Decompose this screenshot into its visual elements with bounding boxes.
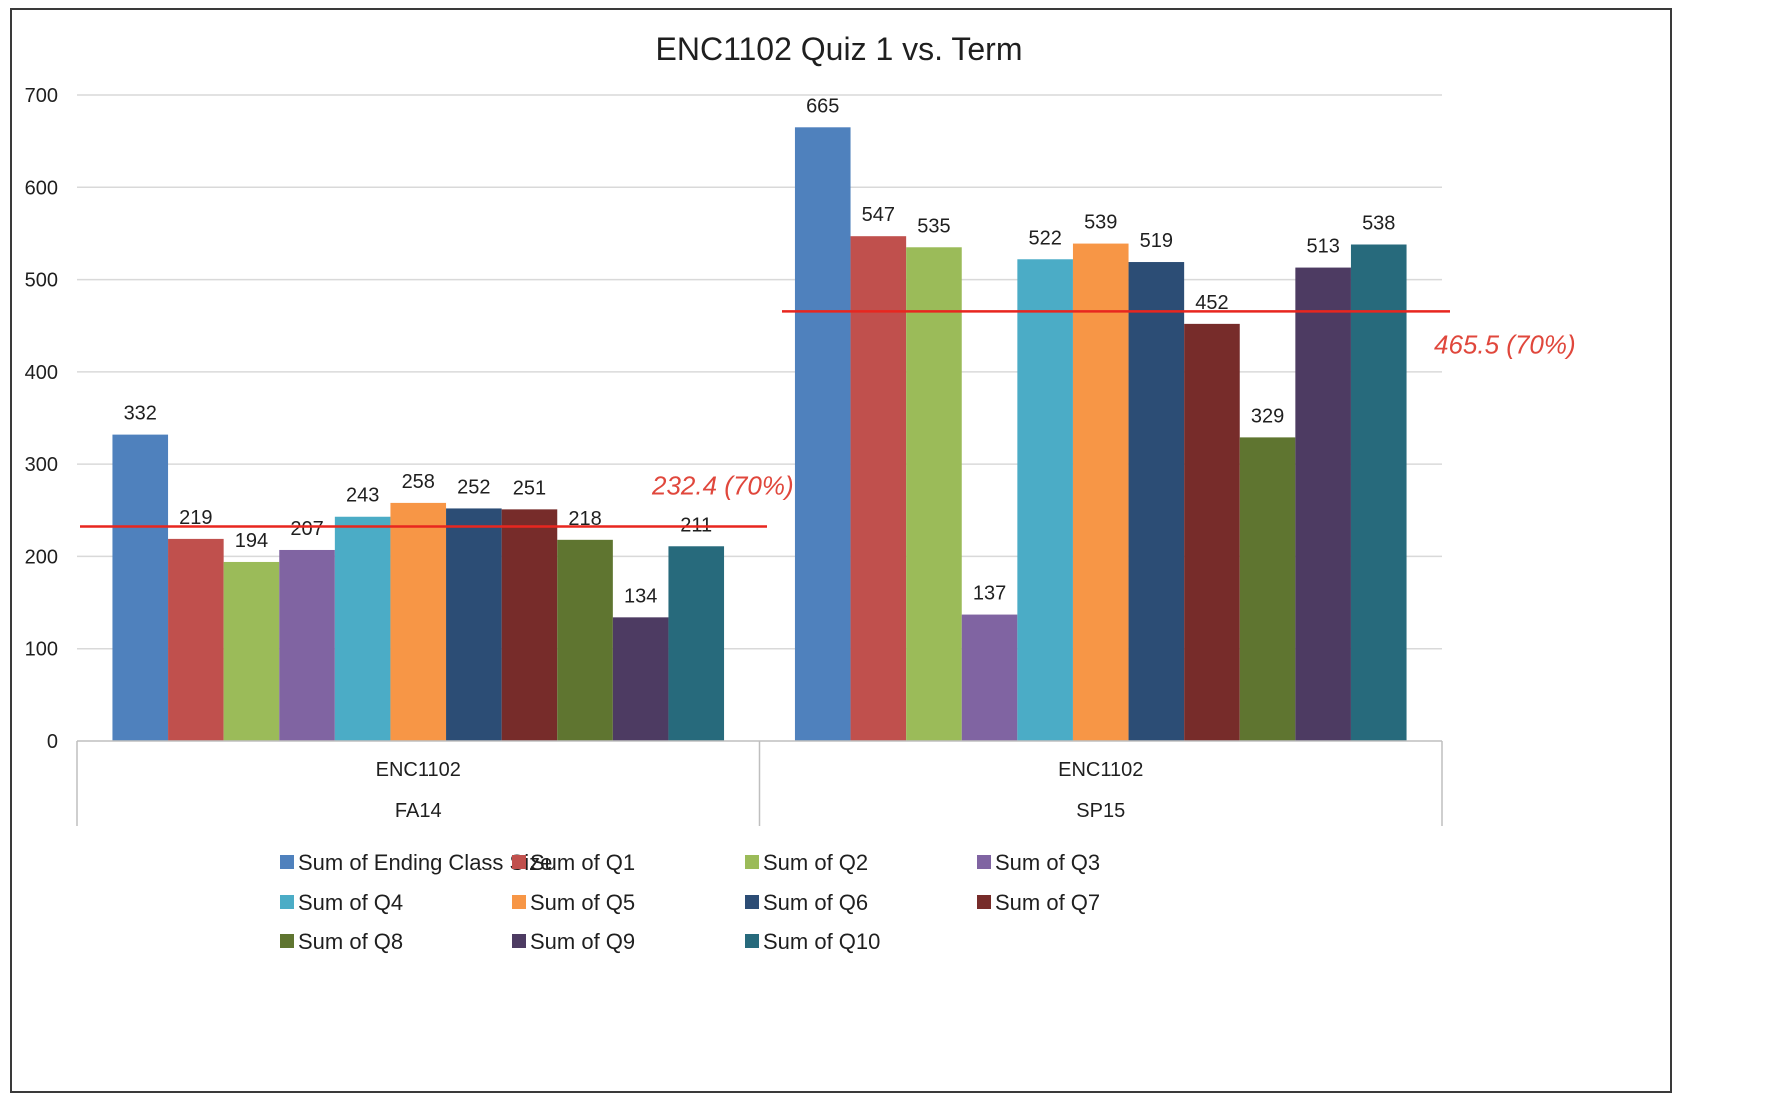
legend-entry: Sum of Ending Class Size <box>298 850 552 875</box>
data-label: 535 <box>917 215 950 237</box>
legend-swatch <box>512 895 526 909</box>
chart-frame: ENC1102 Quiz 1 vs. Term 0 100 200 300 400 500… <box>10 8 1672 1093</box>
data-label: 519 <box>1140 230 1173 252</box>
bar <box>1072 243 1129 741</box>
bar <box>1295 267 1351 741</box>
reference-label: 465.5 (70%) <box>1434 329 1576 359</box>
bar-chart: ENC1102 Quiz 1 vs. Term 0 100 200 300 400 500… <box>25 31 1576 954</box>
data-label: 211 <box>680 514 712 536</box>
legend-entry: Sum of Q7 <box>995 890 1100 915</box>
data-label: 243 <box>346 485 379 507</box>
y-tick-label: 400 <box>25 362 58 384</box>
data-label: 522 <box>1028 227 1061 249</box>
legend-swatch <box>745 855 759 869</box>
legend-entry: Sum of Q3 <box>995 850 1100 875</box>
reference-lines: 232.4 (70%) 465.5 (70%) <box>80 310 1576 528</box>
data-label: 665 <box>806 95 839 117</box>
bar <box>1239 437 1296 741</box>
bar <box>223 561 280 741</box>
bars <box>112 127 1407 742</box>
legend-swatch <box>745 934 759 948</box>
data-label: 538 <box>1362 213 1395 235</box>
bar <box>668 546 725 741</box>
bar <box>1184 323 1240 741</box>
data-label: 332 <box>124 403 157 425</box>
data-label: 251 <box>513 477 546 499</box>
legend-entry: Sum of Q8 <box>298 929 403 954</box>
data-label: 207 <box>290 518 323 540</box>
y-tick-label: 200 <box>25 546 58 568</box>
legend-swatch <box>977 895 991 909</box>
category-label-term: FA14 <box>395 800 442 822</box>
category-label-course: ENC1102 <box>376 759 461 781</box>
gridlines: 0 100 200 300 400 500 600 700 <box>25 85 1442 753</box>
legend-entry: Sum of Q2 <box>763 850 868 875</box>
legend-entry: Sum of Q10 <box>763 929 880 954</box>
data-label: 219 <box>179 507 212 529</box>
y-tick-label: 600 <box>25 177 58 199</box>
data-label: 218 <box>568 508 601 530</box>
data-label: 134 <box>624 585 657 607</box>
bar <box>906 247 962 741</box>
chart-title: ENC1102 Quiz 1 vs. Term <box>656 31 1023 67</box>
category-label-term: SP15 <box>1076 800 1125 822</box>
bar <box>334 516 391 741</box>
bar <box>961 614 1018 741</box>
legend-swatch <box>977 855 991 869</box>
bar <box>390 502 447 741</box>
bar <box>557 539 613 741</box>
y-tick-label: 0 <box>47 731 58 753</box>
data-label: 329 <box>1251 405 1284 427</box>
data-label: 513 <box>1306 236 1339 258</box>
legend-entry: Sum of Q5 <box>530 890 635 915</box>
legend-swatch <box>512 934 526 948</box>
bar <box>279 549 335 741</box>
bar <box>446 508 502 741</box>
bar <box>1350 244 1407 741</box>
bar <box>501 509 558 741</box>
legend-entry: Sum of Q6 <box>763 890 868 915</box>
legend-entry: Sum of Q9 <box>530 929 635 954</box>
data-label: 547 <box>862 204 895 226</box>
data-labels: 332 219 194 207 243 258 252 251 218 134 211 665 547 5… <box>124 95 1396 607</box>
bar <box>112 434 169 741</box>
y-tick-label: 300 <box>25 454 58 476</box>
data-label: 258 <box>402 471 435 493</box>
bar <box>1017 259 1073 741</box>
y-tick-label: 100 <box>25 639 58 661</box>
legend-entry: Sum of Q1 <box>530 850 635 875</box>
legend-swatch <box>745 895 759 909</box>
bar <box>1128 262 1185 741</box>
data-label: 452 <box>1195 292 1228 314</box>
y-tick-label: 700 <box>25 85 58 107</box>
bar <box>168 538 224 741</box>
data-label: 252 <box>457 476 490 498</box>
y-tick-label: 500 <box>25 270 58 292</box>
data-label: 137 <box>973 583 1006 605</box>
category-label-course: ENC1102 <box>1058 759 1143 781</box>
bar <box>850 236 907 741</box>
legend-swatch <box>280 895 294 909</box>
data-label: 194 <box>235 530 268 552</box>
data-label: 539 <box>1084 212 1117 234</box>
legend-swatch <box>512 855 526 869</box>
bar <box>612 617 669 741</box>
legend-swatch <box>280 855 294 869</box>
reference-label: 232.4 (70%) <box>651 471 794 501</box>
x-axis: ENC1102 FA14 ENC1102 SP15 <box>76 740 1443 826</box>
legend-entry: Sum of Q4 <box>298 890 403 915</box>
bar <box>794 127 851 742</box>
legend-swatch <box>280 934 294 948</box>
